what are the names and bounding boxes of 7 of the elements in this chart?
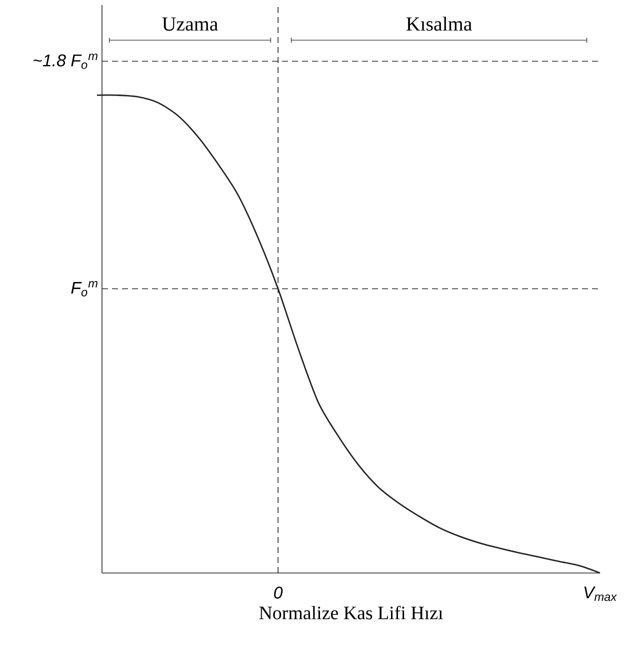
- x-tick-label: V$_{max}$: [584, 586, 617, 601]
- x-tick-label: 0: [274, 586, 283, 599]
- x-axis-title: Normalize Kas Lifi Hızı: [259, 606, 443, 620]
- text: Uzama: [162, 18, 218, 31]
- ref-line-label: F$_{o}$m: [71, 281, 98, 296]
- text: Kısalma: [406, 16, 472, 31]
- ref-line-label: ~1.8 F$_{o}$m: [34, 54, 98, 69]
